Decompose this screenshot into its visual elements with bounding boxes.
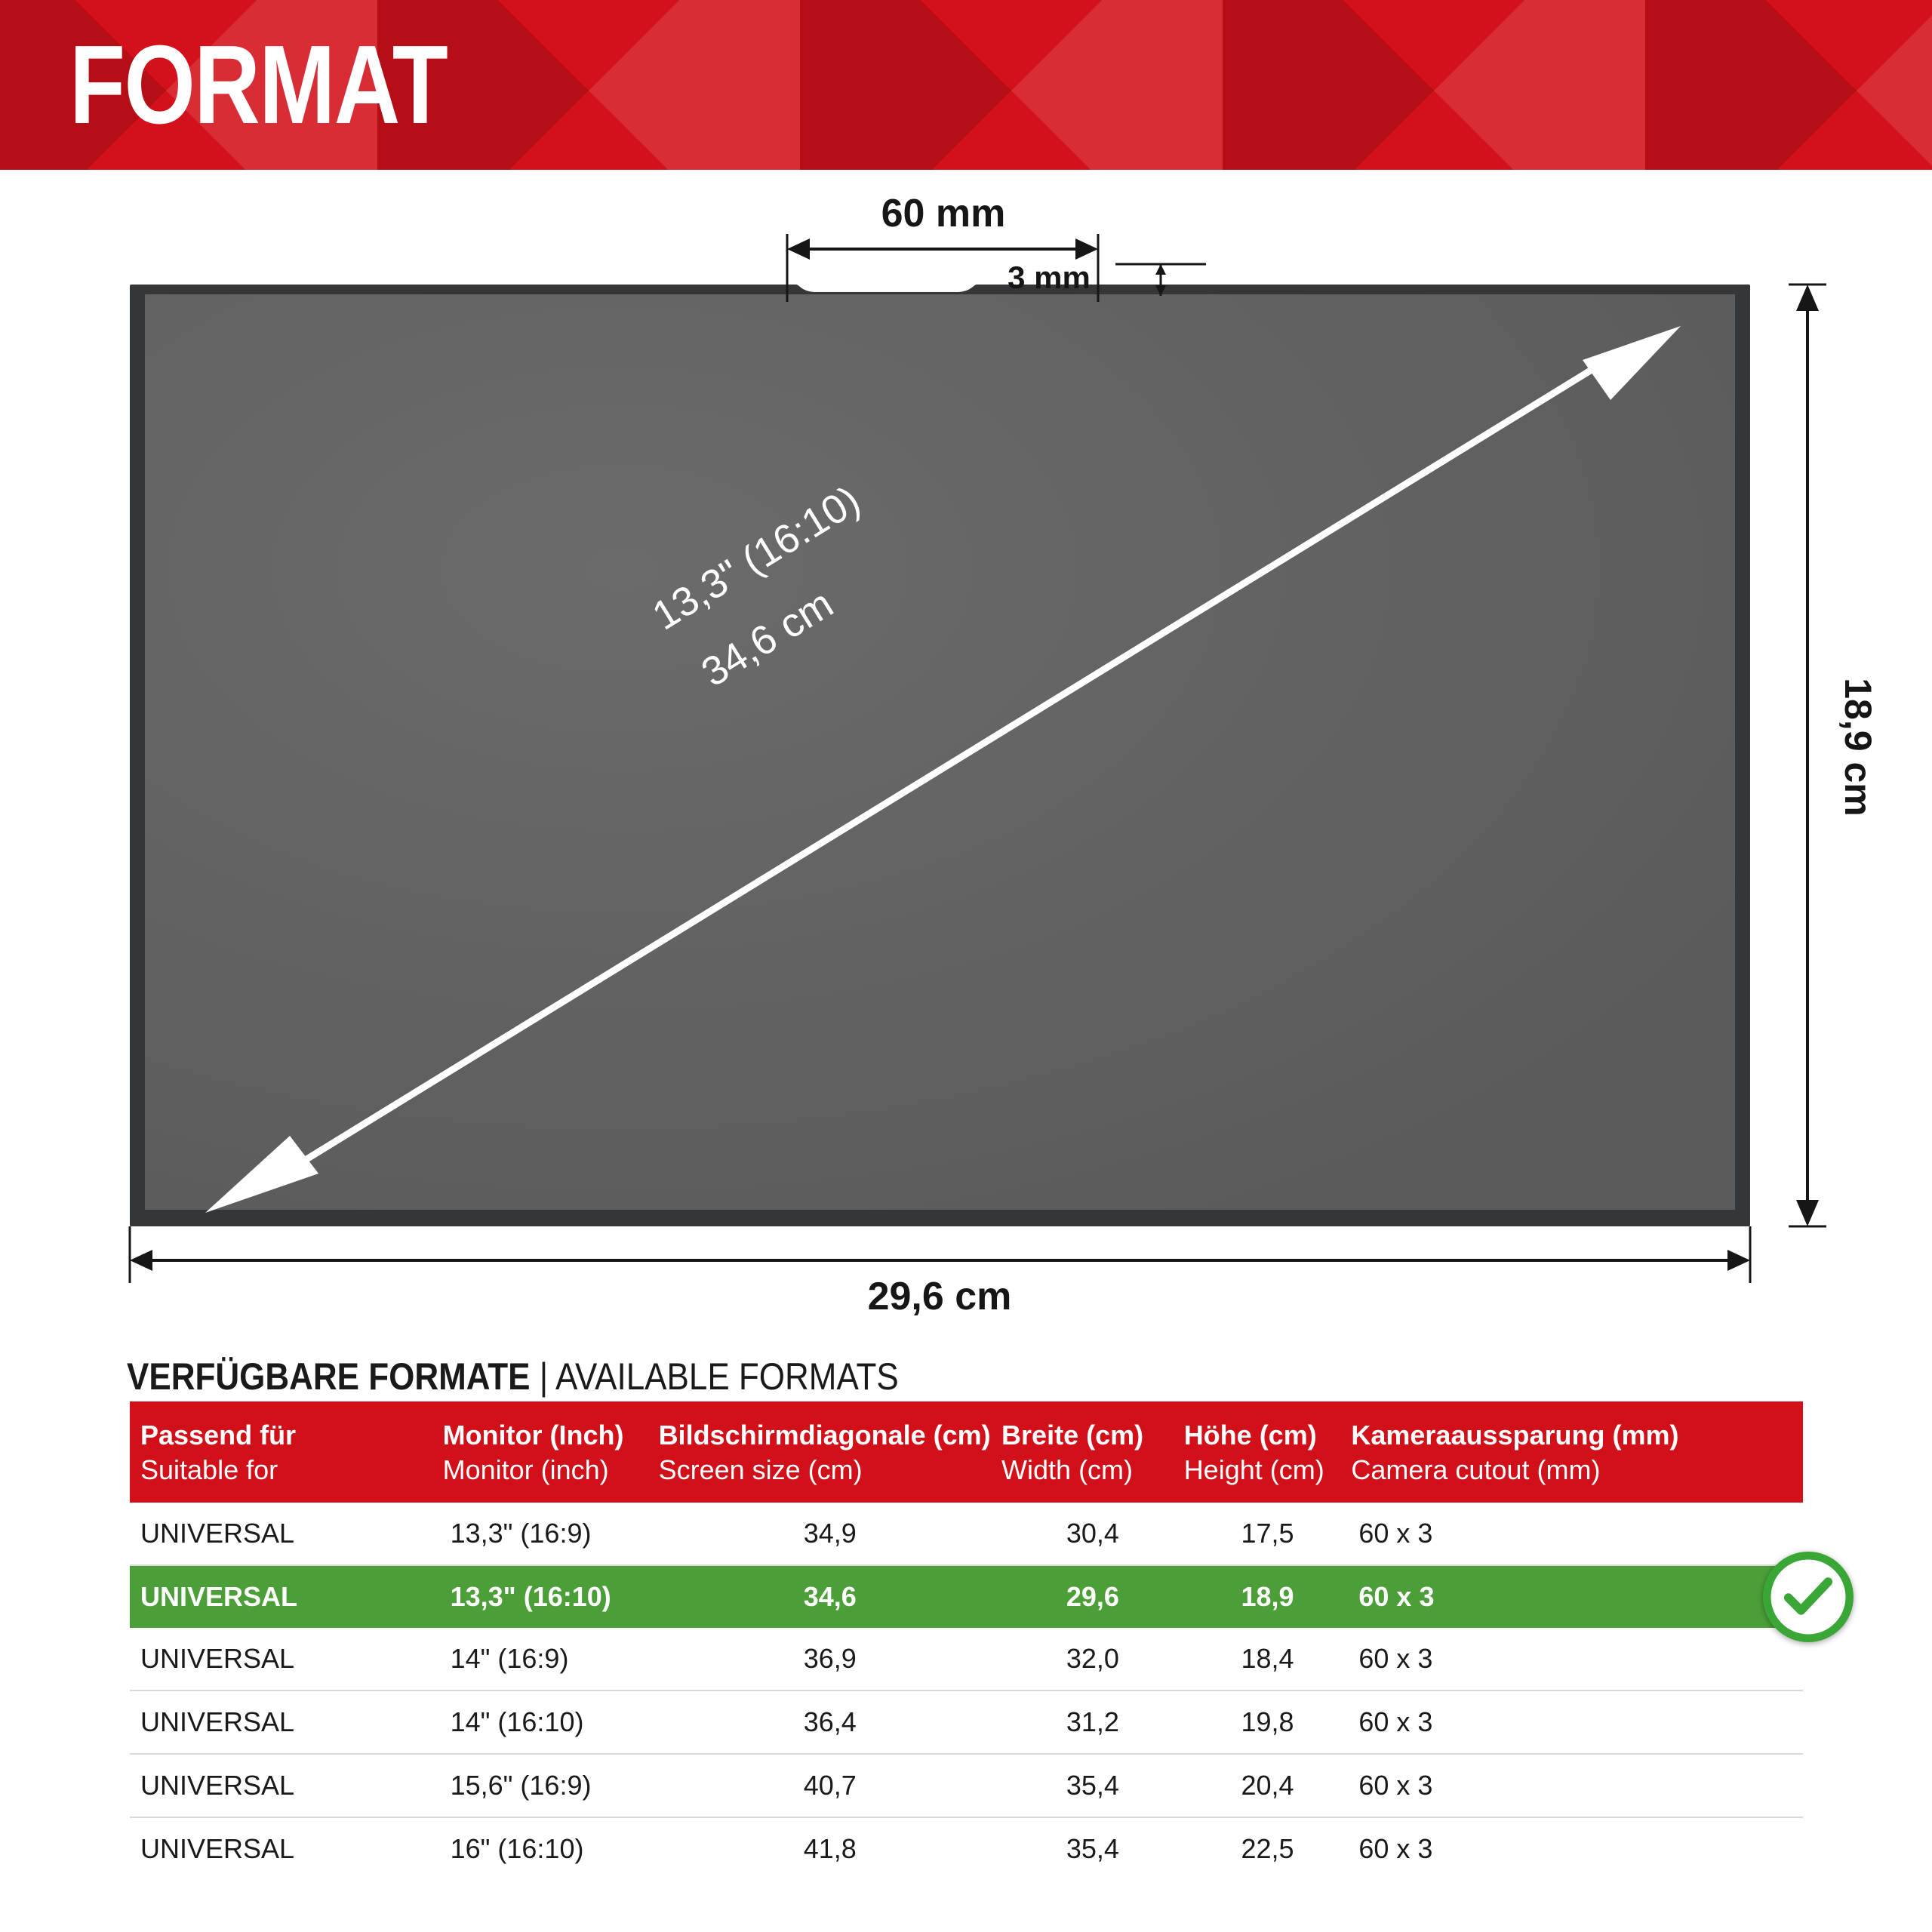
- svg-text:29,6 cm: 29,6 cm: [868, 1275, 1012, 1318]
